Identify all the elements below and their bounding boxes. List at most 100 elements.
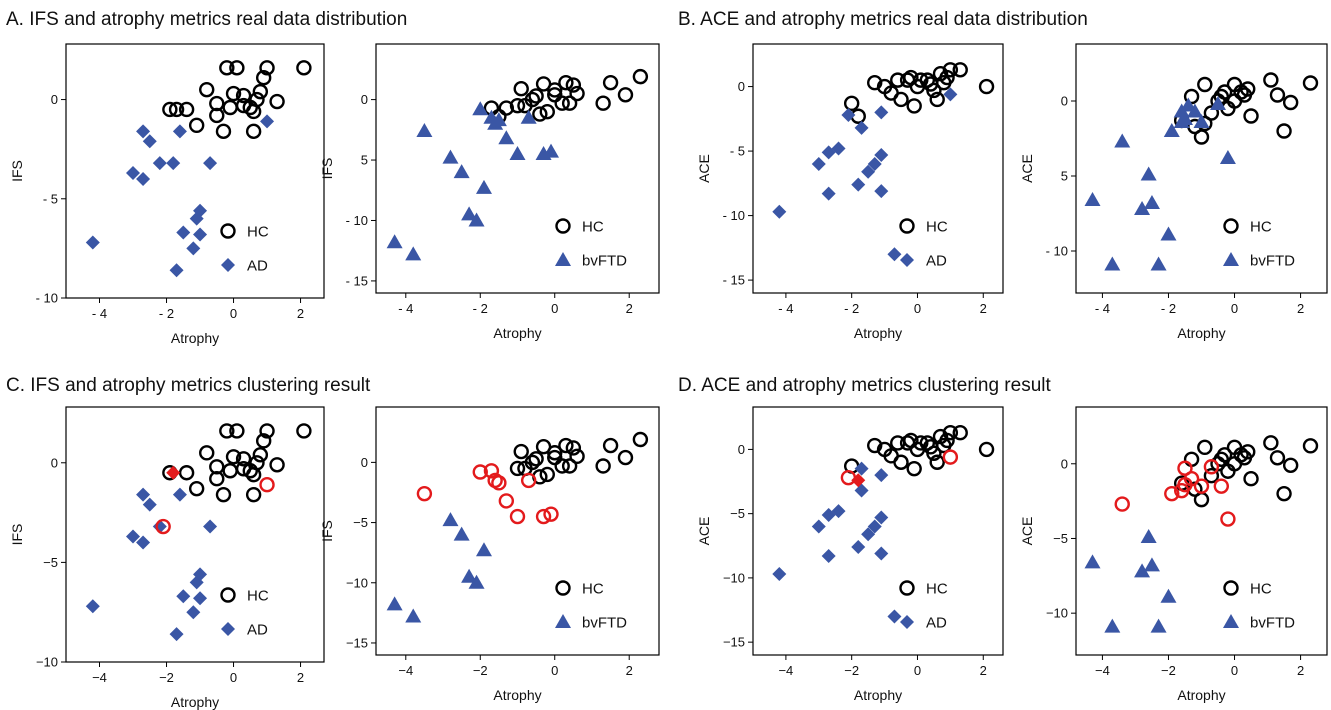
- patient-point: [851, 177, 866, 192]
- hc-point: [922, 439, 939, 455]
- hc-point: [539, 103, 555, 120]
- patient-point: [1219, 150, 1236, 164]
- patient-point: [831, 141, 846, 156]
- patient-point: [166, 156, 181, 171]
- x-axis-label: Atrophy: [171, 694, 219, 710]
- patient-point: [1084, 554, 1101, 569]
- legend-marker: [220, 587, 236, 603]
- legend-label: bvFTD: [1250, 253, 1295, 270]
- x-axis-label: Atrophy: [1177, 687, 1225, 703]
- x-tick-label: −4: [1095, 663, 1110, 678]
- patient-point: [172, 487, 187, 502]
- patient-point: [520, 109, 537, 124]
- patient-point: [1140, 166, 1157, 181]
- patient-point: [176, 225, 191, 240]
- patient-point: [136, 171, 151, 186]
- misclassified-point: [1114, 496, 1130, 512]
- legend-label: HC: [926, 581, 948, 598]
- hc-point: [235, 461, 252, 477]
- patient-point: [772, 567, 787, 582]
- y-tick-label: 0: [51, 92, 58, 107]
- x-tick-label: −4: [778, 663, 793, 678]
- y-tick-label: −15: [346, 635, 368, 650]
- patient-point: [867, 156, 882, 171]
- patient-point: [867, 519, 882, 534]
- misclassified-point: [1193, 478, 1210, 494]
- hc-point: [561, 458, 578, 474]
- hc-point: [602, 74, 619, 91]
- hc-point: [252, 447, 269, 463]
- y-tick-label: 5: [1061, 169, 1068, 184]
- hc-point: [498, 100, 515, 116]
- misclassified-point: [416, 485, 433, 502]
- misclassified-point: [259, 476, 275, 493]
- hc-point: [1197, 439, 1213, 456]
- y-tick-label: 0: [51, 455, 58, 470]
- chart-c-right: −4 −2 0 2 0 −5 −10 −15 Atrophy IFS HC bvFTD: [319, 406, 660, 703]
- legend-label: HC: [926, 219, 948, 236]
- x-tick-label: 2: [1297, 663, 1304, 678]
- legend-label: HC: [582, 219, 604, 236]
- hc-point: [843, 95, 860, 112]
- patient-point: [1134, 563, 1151, 578]
- x-tick-label: 2: [980, 663, 987, 678]
- y-tick-label: - 5: [730, 144, 745, 159]
- hc-point: [906, 98, 922, 114]
- patient-point: [475, 542, 492, 557]
- hc-point: [1302, 75, 1319, 91]
- legend-marker: [1223, 252, 1239, 266]
- y-tick-label: 0: [361, 455, 368, 470]
- hc-point: [922, 76, 939, 92]
- hc-point: [1282, 94, 1299, 111]
- patient-point: [1186, 103, 1203, 118]
- patient-point: [1140, 528, 1157, 543]
- y-tick-label: −5: [353, 515, 368, 530]
- patient-point: [1210, 96, 1227, 110]
- hc-point: [229, 423, 245, 439]
- hc-point: [929, 91, 945, 108]
- hc-point: [1197, 76, 1213, 93]
- misclassified-point: [851, 473, 866, 488]
- hc-point: [939, 69, 955, 86]
- patient-point: [203, 519, 218, 534]
- y-tick-label: - 10: [723, 208, 745, 223]
- patient-point: [831, 504, 846, 519]
- y-axis-label: IFS: [9, 160, 25, 182]
- hc-point: [1263, 435, 1279, 451]
- misclassified-point: [491, 475, 507, 491]
- x-tick-label: 0: [914, 301, 921, 316]
- misclassified-point: [1164, 485, 1180, 502]
- hc-point: [524, 454, 541, 471]
- x-tick-label: −2: [1161, 663, 1176, 678]
- misclassified-point: [483, 463, 500, 479]
- misclassified-point: [942, 449, 959, 465]
- y-tick-label: 0: [1061, 94, 1068, 109]
- plot-frame: [65, 43, 325, 299]
- patient-point: [142, 134, 157, 149]
- patient-point: [1150, 256, 1167, 271]
- section-title-b: B. ACE and atrophy metrics real data dis…: [678, 9, 1088, 30]
- y-tick-label: - 10: [1046, 244, 1068, 259]
- x-tick-label: 0: [230, 670, 237, 685]
- hc-point: [539, 466, 555, 483]
- y-tick-label: - 15: [346, 273, 368, 288]
- patient-point: [861, 164, 876, 179]
- patient-point: [176, 589, 191, 604]
- patient-point: [442, 512, 459, 527]
- x-tick-label: - 2: [159, 306, 174, 321]
- hc-point: [222, 99, 238, 116]
- patient-point: [386, 234, 403, 249]
- hc-point: [178, 465, 195, 481]
- x-tick-label: - 2: [844, 301, 859, 316]
- hc-point: [554, 458, 570, 474]
- patient-point: [126, 165, 141, 180]
- hc-point: [547, 82, 563, 98]
- patient-point: [186, 605, 201, 620]
- legend-label: HC: [247, 224, 269, 241]
- patient-point: [821, 549, 836, 564]
- hc-point: [939, 432, 955, 449]
- hc-point: [188, 480, 205, 497]
- misclassified-point: [155, 518, 171, 535]
- legend-marker: [220, 223, 236, 239]
- hc-point: [296, 60, 312, 76]
